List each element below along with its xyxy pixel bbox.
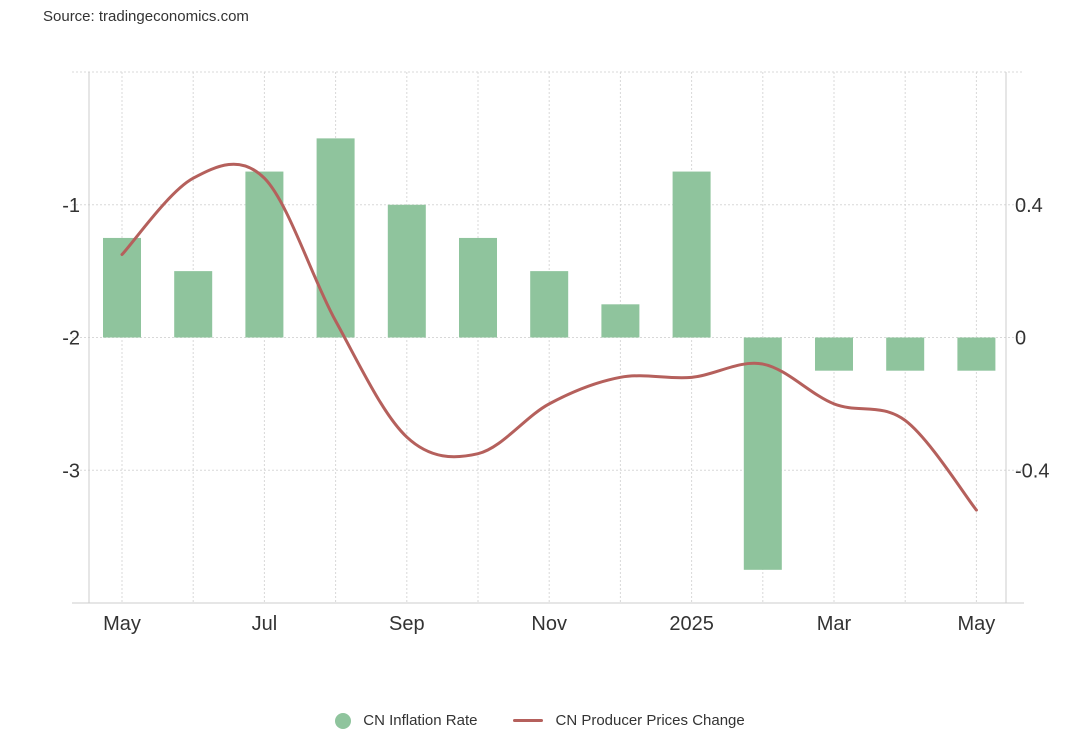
bar (601, 304, 640, 338)
legend-dot-icon (335, 712, 352, 729)
axes: -1 -2 -3 0.4 0 -0.4 May Jul Sep Nov 2025 Mar May (62, 72, 1049, 635)
x-tick-label: Mar (817, 613, 852, 635)
legend-item-inflation[interactable]: CN Inflation Rate (335, 712, 477, 729)
right-tick-label: 0 (1015, 328, 1026, 350)
bar (387, 204, 426, 338)
legend-line-icon (513, 719, 544, 722)
bar (245, 171, 284, 338)
bar (886, 337, 925, 371)
left-tick-label: -2 (62, 328, 80, 350)
bar (459, 237, 497, 338)
line-series (120, 162, 978, 512)
bar (316, 138, 355, 338)
legend-item-ppi[interactable]: CN Producer Prices Change (513, 712, 745, 729)
x-tick-label: Jul (252, 613, 278, 635)
left-tick-label: -3 (62, 460, 80, 482)
chart: -1 -2 -3 0.4 0 -0.4 May Jul Sep Nov 2025 Mar May (62, 71, 1049, 635)
x-tick-label: Nov (531, 613, 567, 635)
x-tick-label: Sep (389, 613, 425, 635)
legend-label-inflation: CN Inflation Rate (363, 712, 478, 729)
bar (815, 337, 853, 371)
ppi-line (120, 162, 978, 512)
bar (672, 171, 711, 338)
bar (174, 271, 213, 338)
legend: CN Inflation Rate CN Producer Prices Cha… (0, 712, 1080, 729)
bar (743, 337, 782, 570)
source-label: Source: tradingeconomics.com (43, 8, 249, 25)
x-tick-label: May (958, 613, 996, 635)
legend-label-ppi: CN Producer Prices Change (555, 712, 745, 729)
x-tick-label: 2025 (669, 613, 714, 635)
bar-series (103, 138, 996, 570)
left-tick-label: -1 (62, 195, 80, 217)
right-tick-label: 0.4 (1015, 195, 1043, 217)
x-tick-label: May (103, 613, 141, 635)
bar (957, 337, 996, 371)
right-tick-label: -0.4 (1015, 460, 1049, 482)
bar (530, 271, 569, 338)
